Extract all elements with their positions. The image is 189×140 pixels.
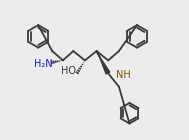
Polygon shape (96, 51, 110, 74)
Text: H₂N: H₂N (34, 59, 52, 69)
Text: HO: HO (61, 66, 76, 76)
Text: NH: NH (116, 70, 131, 80)
